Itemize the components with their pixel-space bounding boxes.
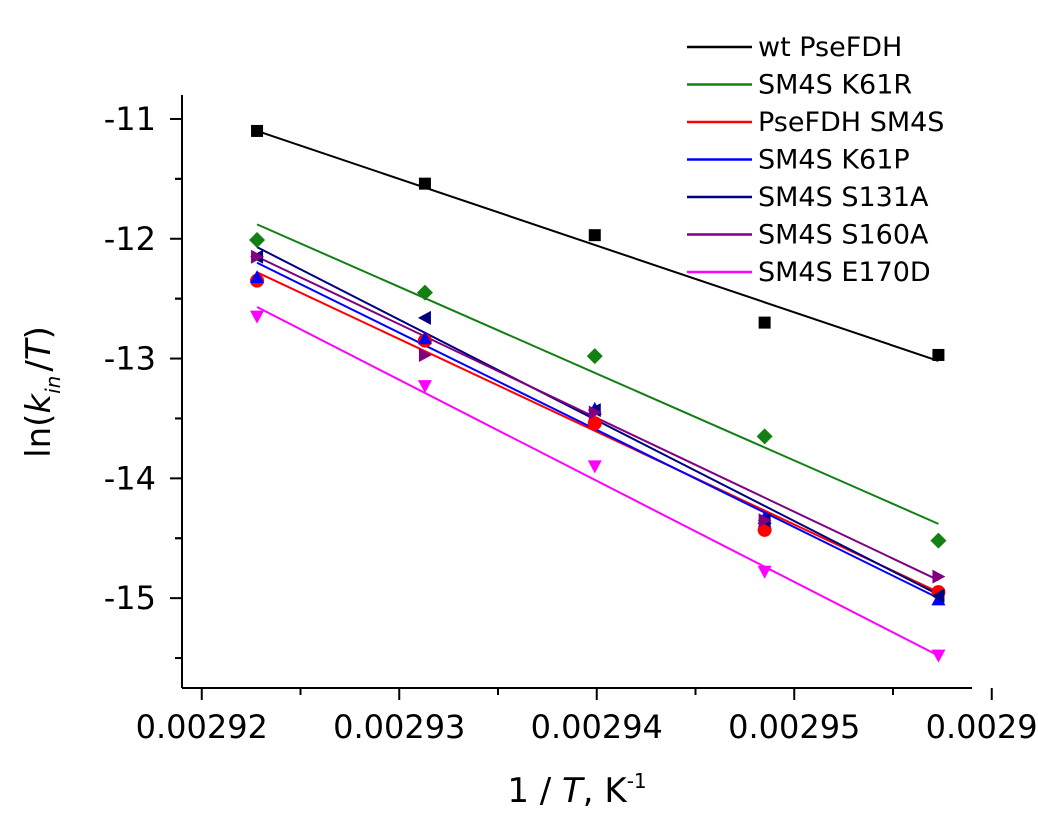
fit-line [256, 261, 939, 600]
data-point [251, 124, 264, 137]
y-axis-title: ln(kin/T) [19, 326, 65, 458]
data-point [757, 522, 772, 537]
y-tick-label: -14 [104, 459, 156, 497]
y-tick-label: -13 [104, 340, 156, 378]
data-point [418, 177, 431, 190]
data-point [418, 347, 432, 362]
data-point [417, 331, 432, 345]
legend-label: PseFDH SM4S [758, 107, 944, 138]
data-point [250, 310, 265, 324]
x-axis-title: 1 / T, K-1 [507, 769, 646, 811]
data-point [588, 229, 601, 242]
data-point [932, 569, 946, 584]
data-point [417, 310, 431, 325]
axes: 0.00292 0.00293 0.00294 0.00295 0.00296 -11 -1… [104, 95, 1038, 746]
fit-line [256, 271, 939, 594]
data-point [758, 316, 771, 329]
fit-line [256, 306, 939, 657]
legend: wt PseFDH SM4S K61R PseFDH SM4S SM4S K61P SM… [687, 32, 944, 288]
data-point [417, 380, 432, 394]
data-point [931, 649, 946, 663]
data-point [932, 348, 945, 361]
legend-label: SM4S E170D [758, 257, 931, 288]
fit-line [256, 129, 939, 362]
data-point [249, 231, 266, 248]
legend-label: SM4S S131A [758, 182, 929, 213]
legend-label: SM4S K61R [758, 70, 912, 101]
data-point [251, 249, 265, 264]
y-tick-label: -15 [104, 579, 156, 617]
fit-line [256, 223, 939, 525]
data-point [586, 348, 603, 365]
legend-label: SM4S S160A [758, 220, 929, 251]
legend-label: wt PseFDH [758, 32, 902, 63]
x-tick-label: 0.00293 [333, 708, 465, 746]
data-point [250, 270, 265, 284]
data-point [930, 532, 947, 549]
y-tick-label: -12 [104, 220, 156, 258]
x-tick-label: 0.00296 [926, 708, 1038, 746]
data-points [249, 124, 947, 663]
data-point [587, 416, 602, 431]
x-tick-label: 0.00292 [136, 708, 268, 746]
data-point [758, 513, 772, 528]
y-tick-label: -11 [104, 100, 156, 138]
data-point [756, 428, 773, 445]
x-tick-label: 0.00295 [728, 708, 860, 746]
data-point [931, 588, 945, 603]
legend-label: SM4S K61P [758, 145, 910, 176]
data-point [588, 405, 602, 420]
data-point [416, 284, 433, 301]
data-point [587, 460, 602, 474]
x-tick-label: 0.00294 [531, 708, 663, 746]
data-point [757, 565, 772, 579]
